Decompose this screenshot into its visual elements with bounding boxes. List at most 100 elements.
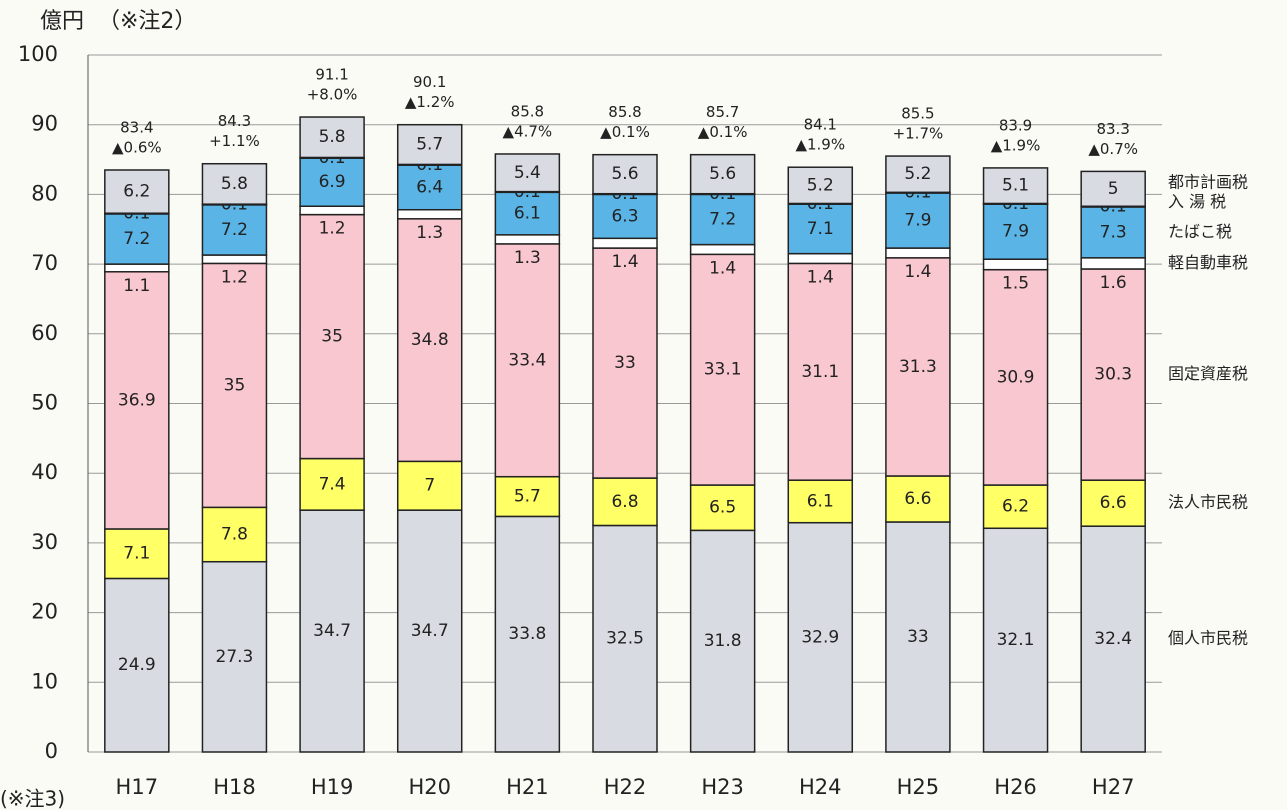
bar-segment — [1080, 170, 1146, 207]
bar-segment — [592, 237, 658, 249]
bar-segment — [104, 263, 170, 273]
segment-label: 31.8 — [704, 631, 742, 651]
segment-label: 5.2 — [807, 175, 834, 195]
segment-label: 1.6 — [1100, 273, 1127, 293]
segment-label: 6.6 — [1100, 493, 1127, 513]
x-tick-label: H19 — [311, 775, 354, 799]
segment-label: 5.7 — [514, 487, 541, 507]
segment-label: 5 — [1108, 179, 1119, 199]
x-tick-label: H18 — [213, 775, 256, 799]
segment-label: 5.4 — [514, 163, 541, 183]
legend-label: 都市計画税 — [1168, 172, 1248, 191]
total-label: 85.8 — [608, 103, 641, 121]
segment-label: 5.1 — [1002, 176, 1029, 196]
segment-label: 5.6 — [709, 164, 736, 184]
bar-segment — [885, 475, 951, 523]
y-tick-label: 60 — [31, 321, 58, 345]
bar-segment — [689, 153, 756, 195]
segment-label: 1.3 — [514, 248, 541, 268]
segment-label: 6.1 — [514, 204, 541, 224]
bar-segment — [201, 162, 268, 205]
bar-segment — [201, 254, 268, 265]
bar-segment — [1080, 525, 1146, 753]
change-label: +1.1% — [209, 132, 260, 150]
segment-label: 7.9 — [1002, 222, 1029, 242]
segment-label: 7.1 — [807, 219, 834, 239]
y-tick-label: 80 — [31, 181, 58, 205]
bar-segment — [299, 205, 365, 216]
segment-label: 1.4 — [807, 267, 834, 287]
x-tick-label: H26 — [994, 775, 1037, 799]
segment-label: 7.9 — [904, 211, 931, 231]
legend-label: たばこ税 — [1168, 222, 1232, 241]
x-tick-label: H21 — [506, 775, 549, 799]
change-label: +8.0% — [307, 86, 358, 104]
segment-label: 32.4 — [1094, 629, 1132, 649]
segment-label: 33 — [907, 627, 929, 647]
segment-label: 36.9 — [118, 390, 156, 410]
segment-label: 7.8 — [221, 525, 248, 545]
segment-label: 7 — [424, 476, 435, 496]
bar-segment — [201, 204, 268, 256]
bar-segment — [885, 192, 951, 249]
bar-segment — [201, 262, 268, 509]
segment-label: 35 — [321, 327, 343, 347]
bar-segment — [1080, 257, 1146, 270]
segment-label: 6.2 — [123, 182, 150, 202]
y-tick-label: 50 — [31, 391, 58, 415]
bar-segment — [396, 218, 463, 463]
segment-label: 1.4 — [904, 262, 931, 282]
segment-label: 1.4 — [611, 252, 638, 272]
segment-label: 6.1 — [807, 491, 834, 511]
total-label: 85.5 — [901, 105, 934, 123]
y-tick-label: 40 — [31, 460, 58, 484]
segment-label: 34.7 — [313, 621, 351, 641]
segment-label: 32.9 — [801, 627, 839, 647]
segment-label: 1.3 — [416, 223, 443, 243]
total-label: 83.3 — [1096, 120, 1129, 138]
segment-label: 1.5 — [1002, 274, 1029, 294]
bar-segment — [494, 234, 561, 245]
segment-label: 33.1 — [704, 360, 742, 380]
y-tick-label: 70 — [31, 251, 58, 275]
bar-segment — [787, 203, 854, 255]
bar-segment — [396, 123, 463, 166]
segment-label: 6.8 — [611, 492, 638, 512]
bar-segment — [982, 167, 1049, 205]
segment-label: 33.8 — [508, 624, 546, 644]
segment-label: 34.8 — [411, 330, 449, 350]
bar-segment — [885, 155, 951, 194]
y-tick-label: 0 — [45, 739, 58, 763]
segment-label: 1.1 — [123, 276, 150, 296]
segment-label: 1.2 — [221, 267, 248, 287]
change-label: +1.7% — [893, 125, 944, 143]
bar-segment — [299, 509, 365, 753]
y-tick-label: 30 — [31, 530, 58, 554]
total-label: 84.3 — [218, 112, 251, 130]
change-label: ▲0.6% — [112, 139, 162, 157]
segment-label: 32.5 — [606, 629, 644, 649]
total-label: 85.8 — [511, 102, 544, 120]
segment-label: 33.4 — [508, 350, 546, 370]
segment-label: 7.2 — [123, 229, 150, 249]
x-tick-label: H22 — [604, 775, 647, 799]
bar-segment — [592, 193, 658, 240]
segment-label: 1.2 — [319, 219, 346, 239]
change-label: ▲1.2% — [405, 93, 455, 111]
segment-label: 5.8 — [319, 127, 346, 147]
segment-label: 27.3 — [216, 647, 254, 667]
x-tick-label: H27 — [1092, 775, 1135, 799]
unit-label: 億円 — [40, 9, 84, 34]
bar-segment — [396, 164, 463, 211]
segment-label: 5.7 — [416, 135, 443, 155]
bar-segment — [689, 253, 756, 486]
segment-label: 6.3 — [611, 206, 638, 226]
bar-segment — [494, 515, 561, 753]
y-tick-label: 20 — [31, 600, 58, 624]
change-label: ▲0.1% — [698, 123, 748, 141]
legend-label: 個人市民税 — [1168, 629, 1248, 648]
bar-segment — [787, 252, 854, 265]
change-label: ▲0.7% — [1088, 140, 1138, 158]
x-tick-label: H20 — [408, 775, 451, 799]
segment-label: 5.2 — [904, 164, 931, 184]
